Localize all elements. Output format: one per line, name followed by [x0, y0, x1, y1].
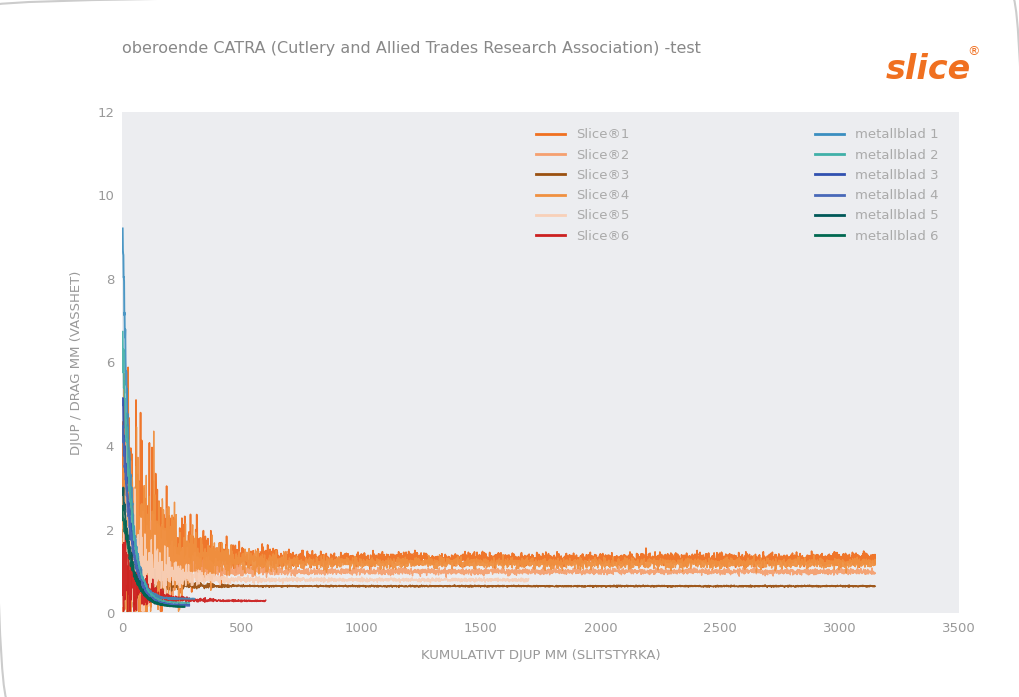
- Text: ®: ®: [967, 45, 979, 58]
- Text: oberoende CATRA (Cutlery and Allied Trades Research Association) -test: oberoende CATRA (Cutlery and Allied Trad…: [122, 41, 701, 56]
- X-axis label: KUMULATIVT DJUP MM (SLITSTYRKA): KUMULATIVT DJUP MM (SLITSTYRKA): [421, 649, 659, 661]
- Text: slice: slice: [884, 53, 970, 86]
- Y-axis label: DJUP / DRAG MM (VASSHET): DJUP / DRAG MM (VASSHET): [70, 270, 84, 454]
- Legend: metallblad 1, metallblad 2, metallblad 3, metallblad 4, metallblad 5, metallblad: metallblad 1, metallblad 2, metallblad 3…: [809, 123, 943, 248]
